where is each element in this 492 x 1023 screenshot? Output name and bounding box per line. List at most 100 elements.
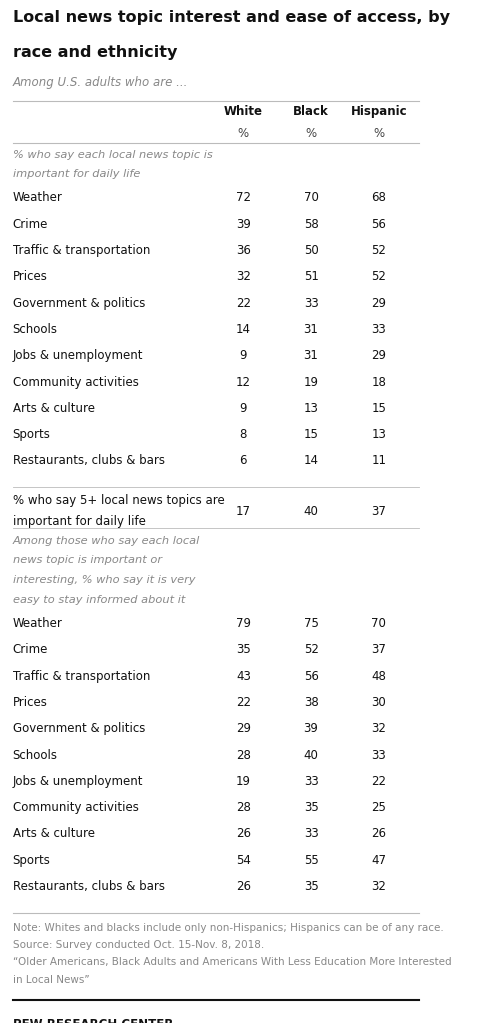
Text: Weather: Weather [13, 191, 62, 205]
Text: Sports: Sports [13, 428, 51, 441]
Text: easy to stay informed about it: easy to stay informed about it [13, 595, 185, 605]
Text: 32: 32 [371, 880, 386, 893]
Text: 33: 33 [304, 828, 318, 841]
Text: 13: 13 [371, 428, 386, 441]
Text: 33: 33 [304, 297, 318, 310]
Text: 70: 70 [304, 191, 318, 205]
Text: Source: Survey conducted Oct. 15-Nov. 8, 2018.: Source: Survey conducted Oct. 15-Nov. 8,… [13, 940, 264, 950]
Text: 36: 36 [236, 244, 251, 257]
Text: 35: 35 [304, 801, 318, 814]
Text: Government & politics: Government & politics [13, 297, 145, 310]
Text: Jobs & unemployment: Jobs & unemployment [13, 349, 143, 362]
Text: Government & politics: Government & politics [13, 722, 145, 736]
Text: 8: 8 [240, 428, 247, 441]
Text: % who say 5+ local news topics are: % who say 5+ local news topics are [13, 494, 224, 506]
Text: Community activities: Community activities [13, 375, 139, 389]
Text: Restaurants, clubs & bars: Restaurants, clubs & bars [13, 454, 165, 468]
Text: 38: 38 [304, 696, 318, 709]
Text: 56: 56 [371, 218, 386, 231]
Text: 14: 14 [304, 454, 319, 468]
Text: %: % [373, 127, 384, 139]
Text: 29: 29 [236, 722, 251, 736]
Text: 31: 31 [304, 323, 318, 336]
Text: 56: 56 [304, 670, 318, 682]
Text: 43: 43 [236, 670, 251, 682]
Text: 32: 32 [371, 722, 386, 736]
Text: Traffic & transportation: Traffic & transportation [13, 244, 150, 257]
Text: 72: 72 [236, 191, 251, 205]
Text: 22: 22 [236, 297, 251, 310]
Text: Jobs & unemployment: Jobs & unemployment [13, 774, 143, 788]
Text: important for daily life: important for daily life [13, 516, 146, 528]
Text: Schools: Schools [13, 749, 58, 761]
Text: 33: 33 [371, 749, 386, 761]
Text: % who say each local news topic is: % who say each local news topic is [13, 149, 213, 160]
Text: “Older Americans, Black Adults and Americans With Less Education More Interested: “Older Americans, Black Adults and Ameri… [13, 958, 451, 968]
Text: 52: 52 [371, 244, 386, 257]
Text: 52: 52 [371, 270, 386, 283]
Text: in Local News”: in Local News” [13, 975, 90, 984]
Text: 22: 22 [236, 696, 251, 709]
Text: race and ethnicity: race and ethnicity [13, 45, 177, 60]
Text: 13: 13 [304, 402, 318, 415]
Text: 33: 33 [304, 774, 318, 788]
Text: 40: 40 [304, 749, 318, 761]
Text: 70: 70 [371, 617, 386, 630]
Text: Arts & culture: Arts & culture [13, 828, 94, 841]
Text: 11: 11 [371, 454, 386, 468]
Text: Local news topic interest and ease of access, by: Local news topic interest and ease of ac… [13, 10, 450, 25]
Text: 51: 51 [304, 270, 318, 283]
Text: 39: 39 [304, 722, 318, 736]
Text: Restaurants, clubs & bars: Restaurants, clubs & bars [13, 880, 165, 893]
Text: Weather: Weather [13, 617, 62, 630]
Text: 29: 29 [371, 297, 386, 310]
Text: 12: 12 [236, 375, 251, 389]
Text: 9: 9 [240, 349, 247, 362]
Text: 68: 68 [371, 191, 386, 205]
Text: 15: 15 [371, 402, 386, 415]
Text: 31: 31 [304, 349, 318, 362]
Text: 6: 6 [240, 454, 247, 468]
Text: Sports: Sports [13, 854, 51, 866]
Text: 37: 37 [371, 504, 386, 518]
Text: 47: 47 [371, 854, 386, 866]
Text: Black: Black [293, 105, 329, 119]
Text: 29: 29 [371, 349, 386, 362]
Text: interesting, % who say it is very: interesting, % who say it is very [13, 575, 195, 585]
Text: Note: Whites and blacks include only non-Hispanics; Hispanics can be of any race: Note: Whites and blacks include only non… [13, 923, 443, 933]
Text: 14: 14 [236, 323, 251, 336]
Text: 19: 19 [304, 375, 319, 389]
Text: 54: 54 [236, 854, 251, 866]
Text: 26: 26 [236, 828, 251, 841]
Text: Hispanic: Hispanic [350, 105, 407, 119]
Text: 37: 37 [371, 643, 386, 657]
Text: 22: 22 [371, 774, 386, 788]
Text: 48: 48 [371, 670, 386, 682]
Text: Among those who say each local: Among those who say each local [13, 536, 200, 546]
Text: 25: 25 [371, 801, 386, 814]
Text: Crime: Crime [13, 643, 48, 657]
Text: Among U.S. adults who are ...: Among U.S. adults who are ... [13, 77, 188, 89]
Text: news topic is important or: news topic is important or [13, 555, 162, 566]
Text: 17: 17 [236, 504, 251, 518]
Text: 79: 79 [236, 617, 251, 630]
Text: 35: 35 [304, 880, 318, 893]
Text: Prices: Prices [13, 696, 48, 709]
Text: 75: 75 [304, 617, 318, 630]
Text: %: % [238, 127, 249, 139]
Text: 39: 39 [236, 218, 251, 231]
Text: 33: 33 [371, 323, 386, 336]
Text: 19: 19 [236, 774, 251, 788]
Text: 52: 52 [304, 643, 318, 657]
Text: 40: 40 [304, 504, 318, 518]
Text: Traffic & transportation: Traffic & transportation [13, 670, 150, 682]
Text: Arts & culture: Arts & culture [13, 402, 94, 415]
Text: Prices: Prices [13, 270, 48, 283]
Text: Community activities: Community activities [13, 801, 139, 814]
Text: 55: 55 [304, 854, 318, 866]
Text: 50: 50 [304, 244, 318, 257]
Text: %: % [306, 127, 317, 139]
Text: 35: 35 [236, 643, 251, 657]
Text: 32: 32 [236, 270, 251, 283]
Text: White: White [224, 105, 263, 119]
